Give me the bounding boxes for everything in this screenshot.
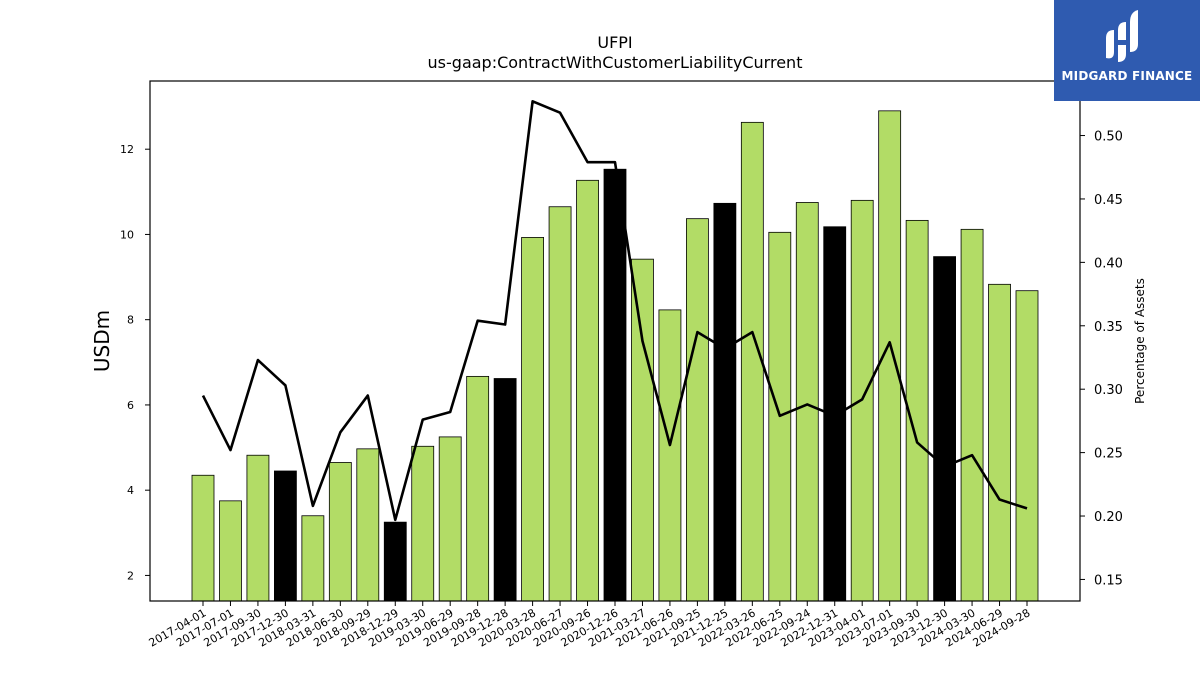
- bar: [273, 470, 297, 602]
- line-group: [201, 99, 1028, 522]
- bar: [1015, 290, 1039, 602]
- bar: [328, 462, 352, 602]
- logo-mark-icon: [1106, 10, 1138, 62]
- y-tick-label-right: 0.25: [1094, 447, 1123, 462]
- y-tick-label-right: 0.45: [1094, 193, 1123, 208]
- brand-logo: MIDGARD FINANCE: [1054, 0, 1200, 101]
- bar: [988, 283, 1011, 602]
- bar: [521, 237, 544, 602]
- bar: [246, 454, 270, 602]
- bar: [576, 179, 599, 602]
- y-tick-label-left: 4: [127, 484, 134, 497]
- bar: [493, 378, 517, 602]
- bar: [191, 474, 215, 602]
- bar: [301, 515, 325, 602]
- bar: [686, 218, 709, 602]
- bar: [933, 256, 956, 602]
- bar: [466, 375, 490, 602]
- y-axis-label-right: Percentage of Assets: [1133, 278, 1147, 404]
- bar: [960, 228, 984, 602]
- bar: [383, 521, 407, 602]
- bar: [795, 202, 819, 602]
- bar: [356, 448, 380, 602]
- bar: [603, 168, 627, 602]
- bar: [438, 436, 462, 602]
- bar: [740, 121, 764, 602]
- y-tick-label-right: 0.50: [1094, 130, 1123, 145]
- y-tick-label-right: 0.40: [1094, 256, 1123, 271]
- bar: [219, 500, 242, 602]
- y-tick-label-left: 10: [120, 228, 134, 241]
- y-tick-label-left: 12: [120, 143, 134, 156]
- y-tick-label-right: 0.15: [1094, 573, 1123, 588]
- y-tick-label-right: 0.30: [1094, 383, 1123, 398]
- y-tick-label-right: 0.35: [1094, 320, 1123, 335]
- y-axis-label-left: USDm: [90, 310, 114, 372]
- y-tick-label-left: 6: [127, 399, 134, 412]
- bar: [713, 202, 737, 602]
- bar: [631, 258, 654, 602]
- x-axis: 2017-04-012017-07-012017-09-302017-12-30…: [147, 601, 1033, 650]
- y-tick-label-right: 0.20: [1094, 510, 1123, 525]
- y-tick-label-left: 8: [127, 314, 134, 327]
- left-axis: 2 4 6 8 10 12: [120, 143, 150, 582]
- bar: [548, 206, 572, 602]
- logo-text: MIDGARD FINANCE: [1061, 69, 1193, 83]
- bar: [411, 445, 435, 602]
- chart-title: UFPI: [597, 33, 632, 52]
- chart-subtitle: us-gaap:ContractWithCustomerLiabilityCur…: [428, 53, 803, 72]
- bar: [658, 309, 682, 602]
- percentage-line: [201, 99, 1028, 522]
- bars-group: [191, 110, 1039, 602]
- right-axis: 0.15 0.20 0.25 0.30 0.35 0.40 0.45 0.50: [1080, 130, 1123, 588]
- y-tick-label-left: 2: [127, 569, 134, 582]
